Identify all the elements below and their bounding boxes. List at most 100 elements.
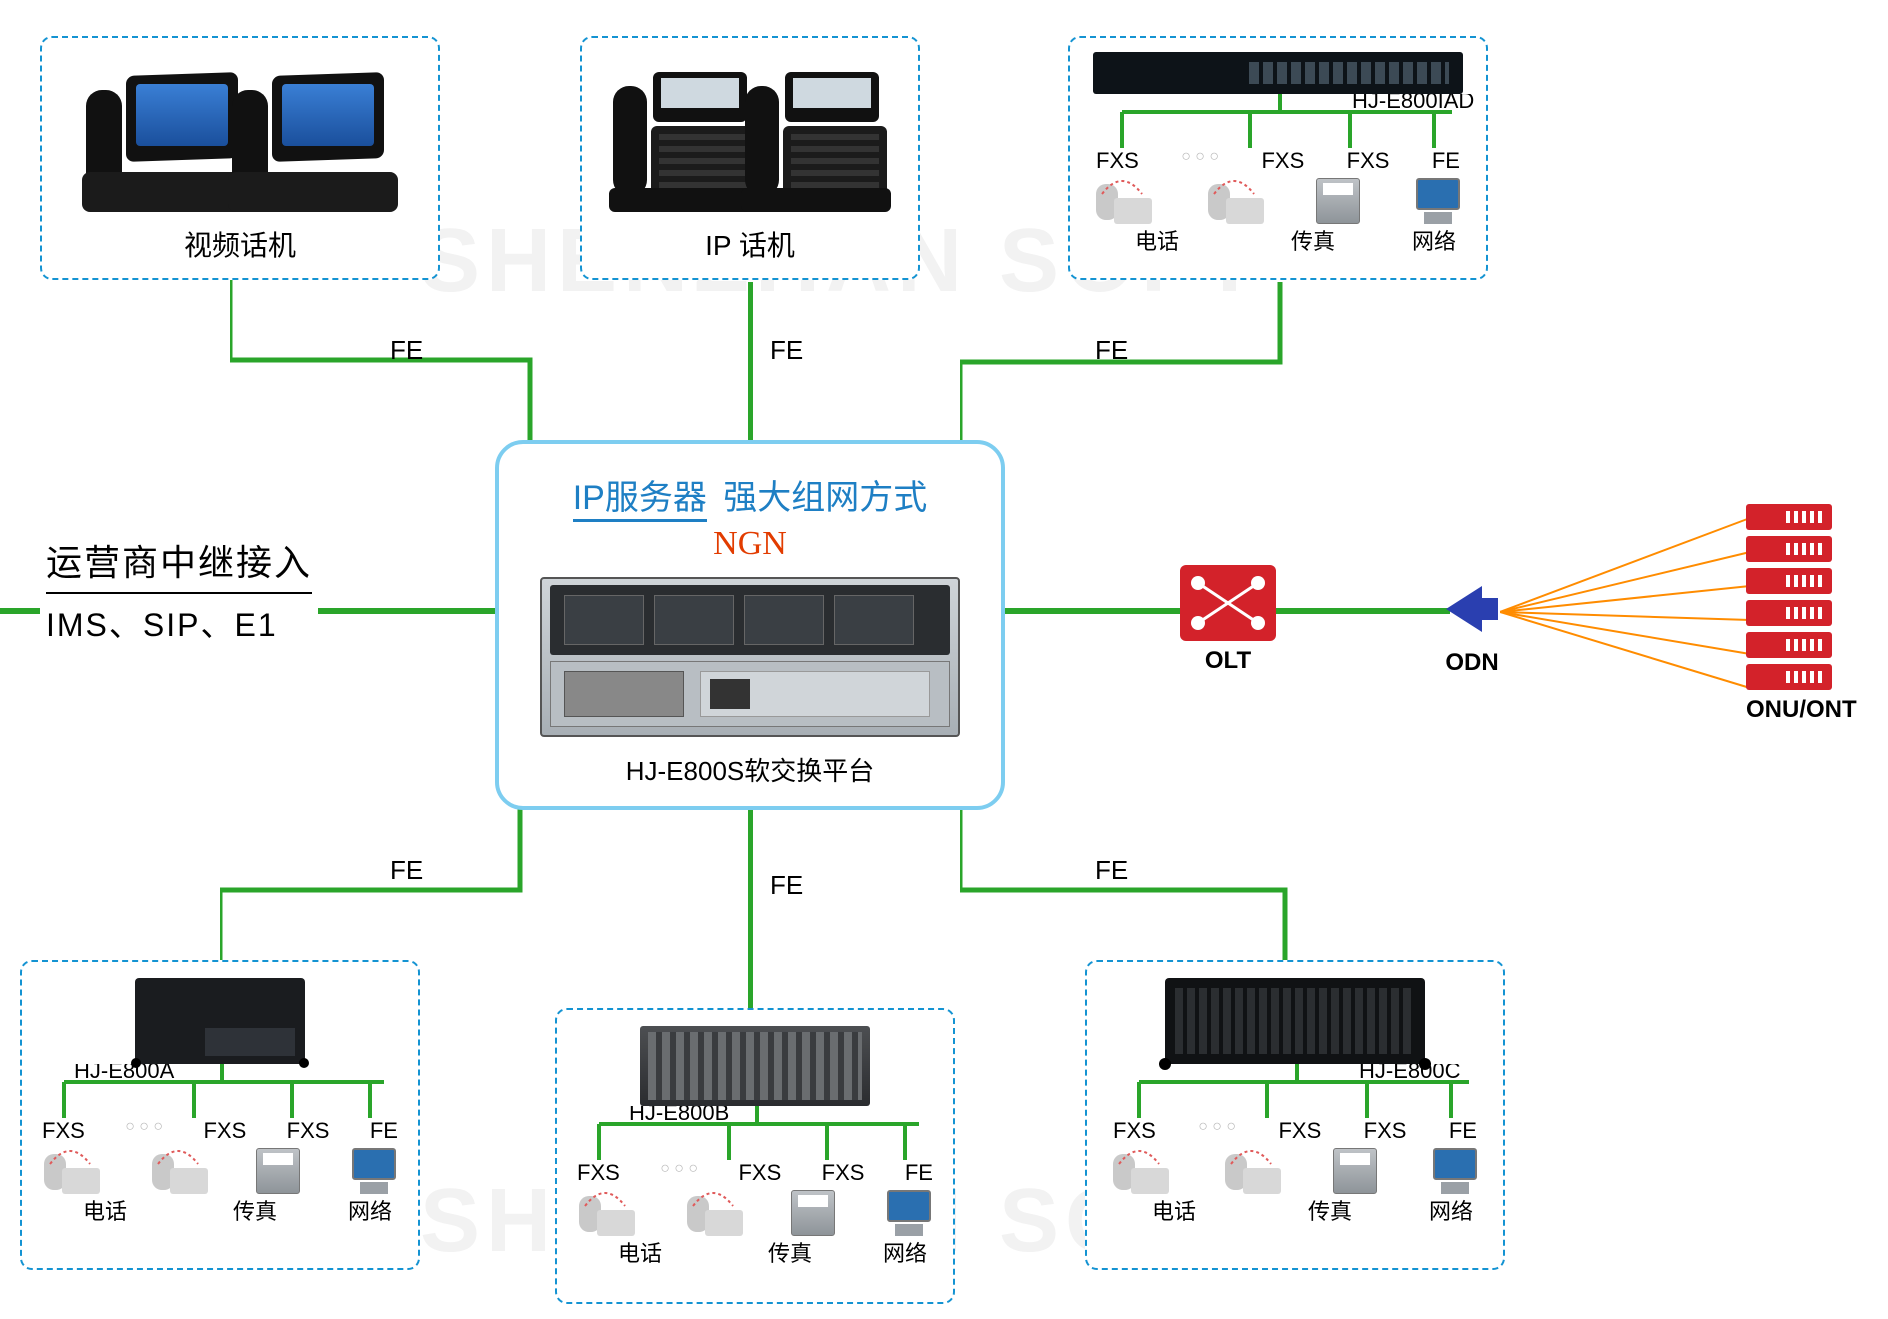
e800c-port: FE — [1449, 1118, 1477, 1144]
box-e800a: HJ-E800A FXS ○ ○ ○ FXS FXS FE 电话 传真 网络 — [20, 960, 420, 1270]
e800c-tree-lines: HJ-E800C — [1099, 1064, 1495, 1124]
video-phone-label: 视频话机 — [42, 224, 438, 264]
conn-bot-mid — [748, 810, 753, 1015]
fe-label-bl: FE — [390, 855, 423, 886]
center-ngn: NGN — [519, 525, 981, 563]
dots: ○ ○ ○ — [1181, 148, 1219, 174]
ip-phone-icon — [609, 62, 759, 212]
e800b-dev-net: 网络 — [875, 1236, 935, 1268]
e800c-dev-phone: 电话 — [1109, 1194, 1239, 1226]
odn-label: ODN — [1440, 649, 1504, 677]
dots: ○ ○ ○ — [125, 1118, 163, 1144]
e800c-port: FXS — [1278, 1118, 1321, 1144]
e800c-model: HJ-E800C — [1359, 1064, 1461, 1083]
box-e800b: HJ-E800B FXS ○ ○ ○ FXS FXS FE 电话 传真 网络 — [555, 1008, 955, 1304]
e800b-device-icon — [640, 1026, 870, 1106]
center-box: IP服务器 强大组网方式 NGN HJ-E800S软交换平台 — [495, 440, 1005, 810]
e800b-port: FXS — [822, 1160, 865, 1186]
trunk-line1: 运营商中继接入 — [46, 534, 312, 586]
e800c-port: FXS — [1364, 1118, 1407, 1144]
trunk-line2: IMS、SIP、E1 — [46, 600, 312, 646]
e800b-tree-lines: HJ-E800B — [569, 1106, 945, 1166]
pc-icon — [883, 1190, 935, 1236]
conn-top-left — [230, 280, 540, 490]
fax-icon — [256, 1148, 300, 1194]
iad-dev-net: 网络 — [1404, 224, 1464, 256]
phone-small-icon — [1204, 178, 1264, 224]
onu-icon — [1746, 568, 1832, 594]
e800c-port: FXS — [1113, 1118, 1156, 1144]
fe-label-tm: FE — [770, 335, 803, 366]
e800a-port: FXS — [203, 1118, 246, 1144]
e800a-port: FXS — [287, 1118, 330, 1144]
conn-top-mid — [748, 282, 753, 442]
pc-icon — [1429, 1148, 1481, 1194]
e800a-device-icon — [135, 978, 305, 1064]
fe-label-bm: FE — [770, 870, 803, 901]
box-ip-phone: IP 话机 — [580, 36, 920, 280]
trunk-text: 运营商中继接入 IMS、SIP、E1 — [40, 530, 318, 650]
iad-port: FXS — [1096, 148, 1139, 174]
center-title-right: 强大组网方式 — [723, 479, 927, 517]
dots: ○ ○ ○ — [660, 1160, 698, 1186]
video-phone-icon — [228, 62, 398, 212]
e800c-dev-fax: 传真 — [1300, 1194, 1360, 1226]
iad-port: FE — [1432, 148, 1460, 174]
e800a-tree-lines: HJ-E800A — [34, 1064, 410, 1124]
phone-small-icon — [575, 1190, 635, 1236]
dots: ○ ○ ○ — [1198, 1118, 1236, 1144]
onu-icon — [1746, 504, 1832, 530]
e800b-port: FXS — [577, 1160, 620, 1186]
box-e800c: HJ-E800C FXS ○ ○ ○ FXS FXS FE 电话 传真 网络 — [1085, 960, 1505, 1270]
phone-small-icon — [683, 1190, 743, 1236]
e800a-dev-net: 网络 — [340, 1194, 400, 1226]
fax-icon — [791, 1190, 835, 1236]
box-iad: HJ-E800IAD FXS ○ ○ ○ FXS FXS FE 电话 传真 网络 — [1068, 36, 1488, 280]
box-video-phone: 视频话机 — [40, 36, 440, 280]
onu-icon — [1746, 632, 1832, 658]
e800b-model: HJ-E800B — [629, 1106, 729, 1125]
phone-small-icon — [40, 1148, 100, 1194]
iad-port: FXS — [1347, 148, 1390, 174]
pc-icon — [348, 1148, 400, 1194]
iad-port: FXS — [1261, 148, 1304, 174]
e800b-port: FE — [905, 1160, 933, 1186]
ip-phone-label: IP 话机 — [582, 224, 918, 264]
center-title-left: IP服务器 — [573, 479, 707, 522]
fax-icon — [1316, 178, 1360, 224]
phone-small-icon — [148, 1148, 208, 1194]
fe-label-br: FE — [1095, 855, 1128, 886]
ip-phone-icon — [741, 62, 891, 212]
iad-device-icon — [1093, 52, 1463, 94]
e800c-dev-net: 网络 — [1421, 1194, 1481, 1226]
odn-fan-lines — [1500, 500, 1760, 730]
e800a-dev-fax: 传真 — [225, 1194, 285, 1226]
odn-icon — [1440, 580, 1504, 638]
e800a-model: HJ-E800A — [74, 1064, 175, 1083]
iad-dev-phone: 电话 — [1092, 224, 1222, 256]
onu-icon — [1746, 600, 1832, 626]
olt-label: OLT — [1180, 647, 1276, 675]
line-olt — [1000, 608, 1200, 614]
phone-small-icon — [1092, 178, 1152, 224]
center-platform-label: HJ-E800S软交换平台 — [519, 751, 981, 788]
onu-icon — [1746, 664, 1832, 690]
olt-icon — [1180, 565, 1276, 641]
phone-small-icon — [1109, 1148, 1169, 1194]
onu-icon — [1746, 536, 1832, 562]
fe-label-tr: FE — [1095, 335, 1128, 366]
odn-block: ODN — [1440, 580, 1504, 677]
phone-small-icon — [1221, 1148, 1281, 1194]
onu-stack: ONU/ONT — [1746, 504, 1857, 724]
iad-model: HJ-E800IAD — [1352, 94, 1474, 113]
server-image — [540, 577, 960, 737]
e800b-dev-phone: 电话 — [575, 1236, 705, 1268]
e800a-dev-phone: 电话 — [40, 1194, 170, 1226]
conn-bot-left — [220, 790, 530, 965]
olt-block: OLT — [1180, 565, 1276, 675]
video-phone-icon — [82, 62, 252, 212]
e800c-device-icon — [1165, 978, 1425, 1064]
iad-tree-lines: HJ-E800IAD — [1082, 94, 1478, 154]
iad-dev-fax: 传真 — [1283, 224, 1343, 256]
e800b-dev-fax: 传真 — [760, 1236, 820, 1268]
